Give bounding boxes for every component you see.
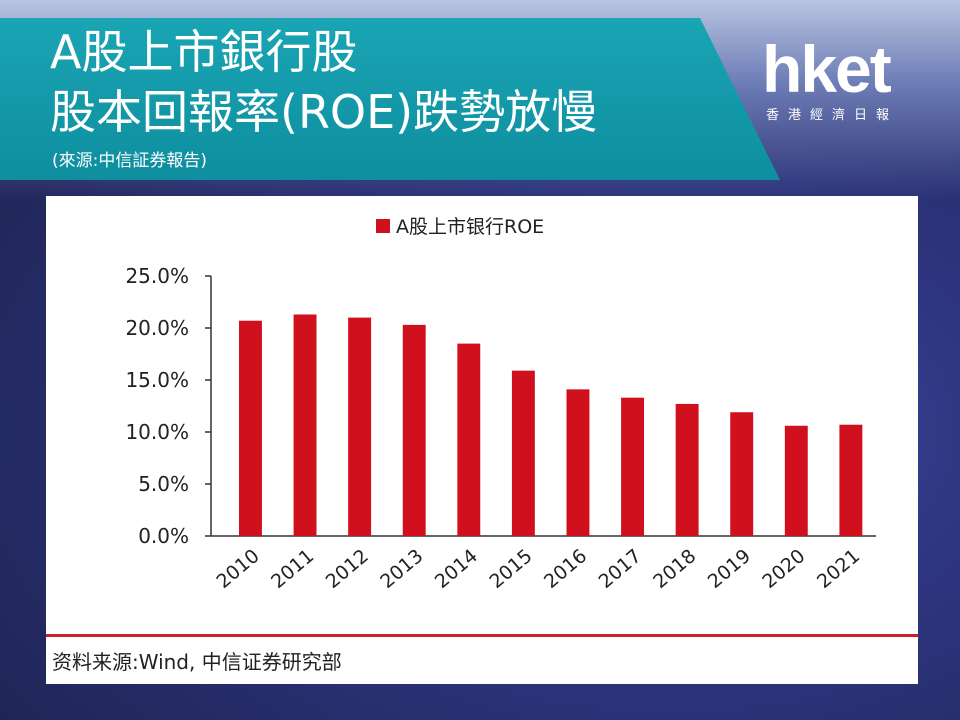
x-tick-label: 2016	[540, 545, 591, 593]
x-tick-label: 2018	[649, 545, 700, 593]
bar	[511, 370, 535, 536]
y-tick-label: 5.0%	[138, 472, 189, 496]
chart-panel: A股上市银行ROE 0.0% 5.0% 10.0% 15.0% 20.0% 25.0% 20…	[46, 196, 918, 684]
x-tick-label: 2012	[322, 545, 373, 593]
y-tick-label: 10.0%	[125, 420, 189, 444]
bar	[239, 320, 262, 536]
logo-subtitle: 香港經濟日報	[766, 108, 899, 123]
bar	[402, 324, 426, 536]
x-tick-label: 2020	[758, 545, 809, 593]
y-tick-label: 15.0%	[125, 368, 189, 392]
x-tick-label: 2010	[212, 545, 263, 593]
x-tick-label: 2013	[376, 545, 427, 593]
bar	[293, 314, 317, 536]
title-banner	[0, 18, 780, 180]
y-tick-label: 0.0%	[138, 524, 189, 548]
bar	[566, 389, 590, 536]
bar	[839, 424, 863, 536]
y-tick-label: 25.0%	[125, 264, 189, 288]
footer-divider	[46, 634, 918, 637]
page-title-line2: 股本回報率(ROE)跌勢放慢	[50, 85, 598, 139]
bar	[730, 412, 754, 536]
bar-chart: 0.0% 5.0% 10.0% 15.0% 20.0% 25.0% 2010 2011 2012…	[125, 264, 876, 593]
legend-swatch	[376, 218, 390, 233]
chart-source: 资料来源:Wind, 中信证券研究部	[52, 650, 342, 674]
x-tick-label: 2011	[267, 545, 318, 593]
hket-logo: hket 香港經濟日報	[762, 34, 922, 124]
x-tick-label: 2015	[485, 545, 536, 593]
x-tick-label: 2014	[431, 545, 482, 593]
x-tick-label: 2017	[595, 545, 646, 593]
x-tick-label: 2021	[813, 545, 864, 593]
page-title-line1: A股上市銀行股	[50, 25, 358, 79]
chart-legend: A股上市银行ROE	[376, 212, 544, 239]
bar	[348, 317, 372, 536]
bar	[621, 397, 645, 536]
x-tick-label: 2019	[704, 545, 755, 593]
logo-wordmark: hket	[762, 32, 892, 106]
legend-label: A股上市银行ROE	[396, 216, 545, 238]
bar	[784, 425, 808, 536]
y-tick-label: 20.0%	[125, 316, 189, 340]
source-note: (來源:中信証券報告)	[52, 151, 207, 171]
bar	[457, 343, 481, 536]
bar	[675, 403, 699, 536]
